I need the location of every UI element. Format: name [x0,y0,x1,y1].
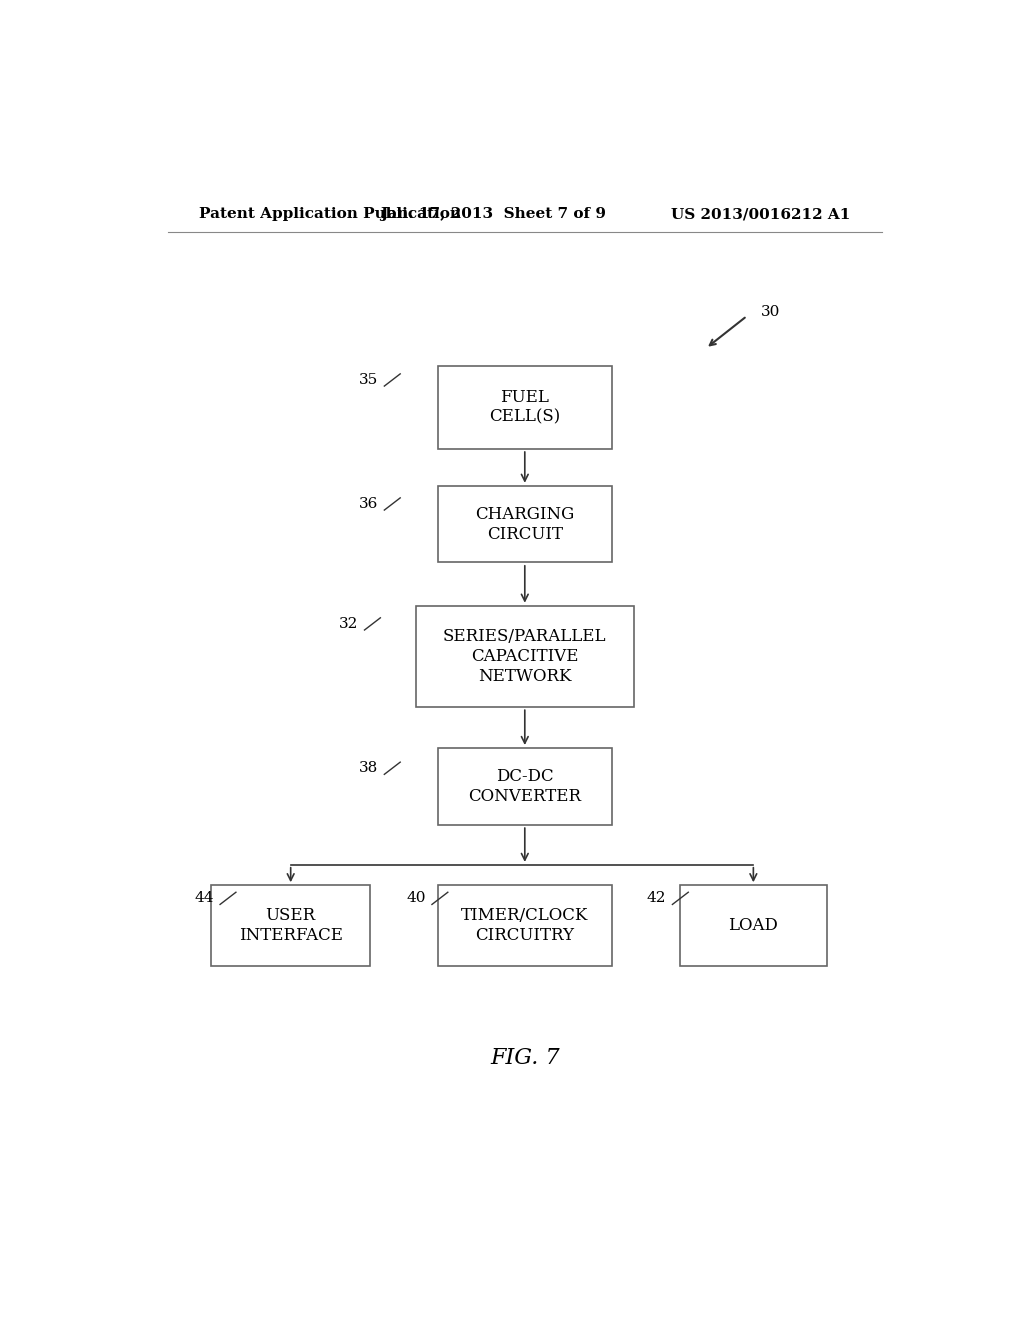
Text: US 2013/0016212 A1: US 2013/0016212 A1 [671,207,850,222]
Text: 42: 42 [646,891,666,906]
FancyBboxPatch shape [416,606,634,708]
FancyBboxPatch shape [680,886,826,966]
Text: 35: 35 [358,374,378,387]
Text: 40: 40 [407,891,426,906]
Text: Patent Application Publication: Patent Application Publication [200,207,462,222]
FancyBboxPatch shape [437,486,612,562]
Text: 36: 36 [358,496,378,511]
Text: 32: 32 [339,616,358,631]
Text: DC-DC
CONVERTER: DC-DC CONVERTER [468,768,582,805]
FancyBboxPatch shape [437,886,612,966]
Text: SERIES/PARALLEL
CAPACITIVE
NETWORK: SERIES/PARALLEL CAPACITIVE NETWORK [443,628,606,685]
Text: 38: 38 [358,762,378,775]
Text: FIG. 7: FIG. 7 [490,1047,559,1069]
Text: 44: 44 [195,891,214,906]
Text: USER
INTERFACE: USER INTERFACE [239,907,343,944]
FancyBboxPatch shape [211,886,370,966]
FancyBboxPatch shape [437,748,612,825]
Text: CHARGING
CIRCUIT: CHARGING CIRCUIT [475,506,574,543]
Text: FUEL
CELL(S): FUEL CELL(S) [489,389,560,426]
Text: TIMER/CLOCK
CIRCUITRY: TIMER/CLOCK CIRCUITRY [461,907,589,944]
Text: 30: 30 [761,305,780,319]
FancyBboxPatch shape [437,366,612,449]
Text: LOAD: LOAD [728,917,778,935]
Text: Jan. 17, 2013  Sheet 7 of 9: Jan. 17, 2013 Sheet 7 of 9 [380,207,606,222]
